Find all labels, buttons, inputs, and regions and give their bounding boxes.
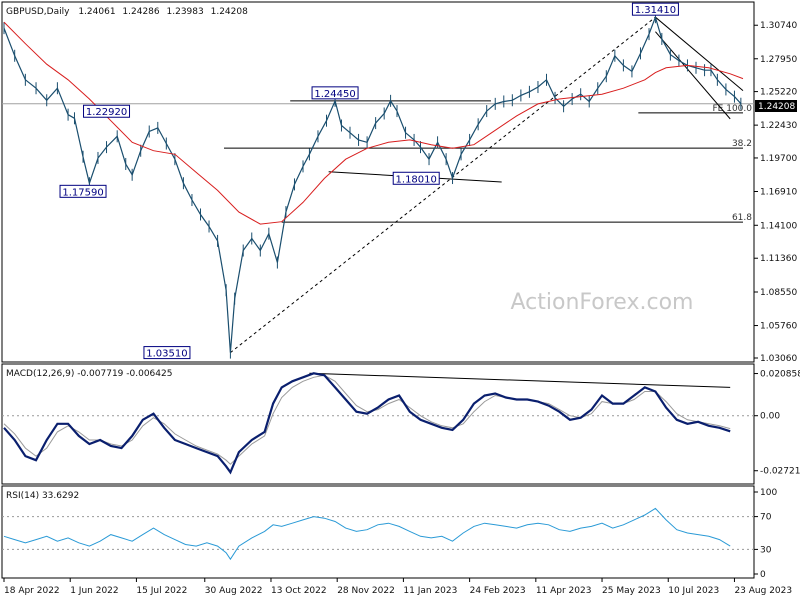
price-tick-0: 1.30740 [760,21,797,31]
macd-tick-0: 0.020858 [760,370,800,380]
date-tick-8: 11 Apr 2023 [536,586,592,596]
price-tick-6: 1.14100 [760,221,797,231]
macd-pane-frame [1,363,755,485]
price-label-1: 1.24450 [314,89,355,100]
macd-line [3,372,731,475]
price-label-4: 1.18010 [396,174,437,185]
price-tick-9: 1.05760 [760,322,797,332]
date-tick-0: 18 Apr 2022 [4,586,60,596]
date-tick-6: 11 Jan 2023 [403,586,457,596]
macd-main [3,372,731,475]
main-pane-header: GBPUSD,Daily 1.24061 1.24286 1.23983 1.2… [6,7,248,17]
macd-trendline [309,372,731,388]
trendline-3 [655,31,731,120]
price-label-3: 1.17590 [62,187,103,198]
date-tick-3: 30 Aug 2022 [205,586,263,596]
rsi-level-lines [2,516,754,550]
date-axis: 18 Apr 2022 1 Jun 2022 15 Jul 2022 30 Aug 2… [3,578,792,596]
rsi-series [3,507,731,561]
price-label-box-4 [392,171,440,185]
macd-title: MACD(12,26,9) -0.007719 -0.006425 [6,369,172,379]
price-label-5: 1.03510 [146,349,187,360]
date-tick-5: 28 Nov 2022 [337,586,395,596]
level-label-2: FE 100.0 [713,104,753,114]
rsi-tick-2: 30 [760,545,772,555]
rsi-line [3,507,731,561]
price-series [3,11,742,359]
horizontal-levels: 38.2 FE 100.0 61.8 [2,100,754,223]
price-tick-8: 1.08550 [760,288,797,298]
price-label-box-5 [143,346,191,360]
date-tick-1: 1 Jun 2022 [70,586,118,596]
ohlc-low: 1.23983 [167,7,204,17]
price-label-box-0 [631,2,679,16]
date-tick-11: 23 Aug 2023 [734,586,792,596]
ohlc-open: 1.24061 [78,7,115,17]
rsi-title: RSI(14) 33.6292 [6,491,79,501]
price-tick-7: 1.11360 [760,254,797,264]
rsi-tick-1: 70 [760,513,772,523]
price-label-2: 1.22920 [86,107,127,118]
price-tick-10: 1.03060 [760,354,797,364]
price-label-box-1 [311,86,359,100]
trendline-2 [655,16,744,92]
level-label-1: 38.2 [732,139,752,149]
rsi-pane-frame [1,485,755,579]
date-tick-7: 24 Feb 2023 [470,586,526,596]
last-price-box [755,100,797,112]
macd-tick-2: -0.027213 [760,467,800,477]
price-labels: 1.31410 1.24450 1.22920 1.17590 1.18010 1.035… [59,2,679,360]
price-label-0: 1.31410 [635,5,676,16]
price-tick-1: 1.27950 [760,55,797,65]
price-axis: 1.30740 1.27950 1.25220 1.22430 1.19700 1.169… [754,21,797,364]
macd-axis: 0.020858 0.00 -0.027213 [754,370,800,477]
trendline-0 [230,16,656,353]
price-label-box-2 [83,104,131,118]
price-line [3,15,742,353]
ma-line [3,21,744,225]
macd-trendline-0 [309,372,731,388]
date-tick-9: 25 May 2023 [602,586,661,596]
ohlc-close: 1.24208 [211,7,248,17]
moving-average [3,21,744,225]
date-tick-10: 10 Jul 2023 [668,586,719,596]
date-tick-4: 13 Oct 2022 [271,586,327,596]
ohlc-high: 1.24286 [122,7,159,17]
price-tick-4: 1.19700 [760,154,797,164]
rsi-tick-3: 0 [760,570,766,580]
watermark: ActionForex.com [511,290,694,315]
price-label-box-3 [59,184,107,198]
price-tick-2: 1.25220 [760,88,797,98]
rsi-axis: 100 70 30 0 [754,488,777,580]
main-pane-frame [1,1,755,363]
price-tick-5: 1.16910 [760,187,797,197]
last-price-label: 1.24208 [758,102,795,112]
macd-tick-1: 0.00 [760,412,780,422]
price-tick-3: 1.22430 [760,121,797,131]
level-label-3: 61.8 [732,213,752,223]
symbol-label: GBPUSD,Daily [6,7,70,17]
rsi-tick-0: 100 [760,488,777,498]
date-tick-2: 15 Jul 2022 [136,586,187,596]
